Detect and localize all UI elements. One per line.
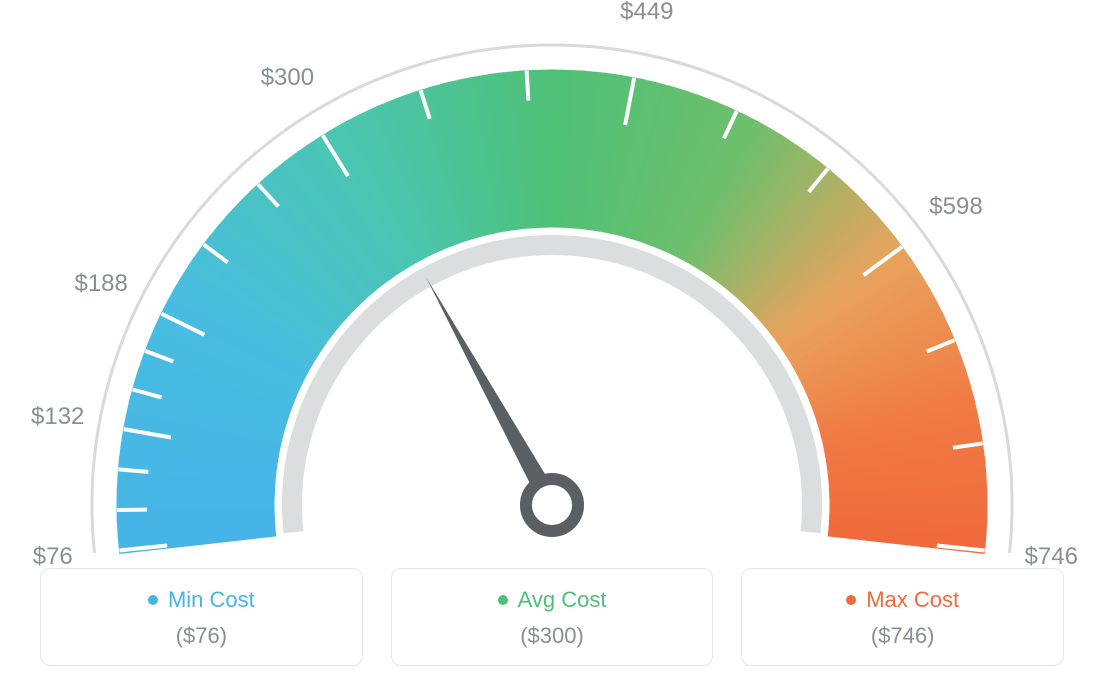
legend-title: Max Cost: [846, 587, 959, 613]
min-cost-card: Min Cost ($76): [40, 568, 363, 666]
gauge-tick-label: $598: [929, 193, 982, 221]
gauge-tick-label: $449: [620, 0, 673, 26]
gauge-area: $76$132$188$300$449$598$746: [0, 0, 1104, 560]
legend-dot-icon: [846, 595, 856, 605]
legend-label: Avg Cost: [518, 587, 607, 613]
gauge-svg: [0, 0, 1104, 560]
legend-label: Min Cost: [168, 587, 255, 613]
legend-dot-icon: [148, 595, 158, 605]
max-cost-card: Max Cost ($746): [741, 568, 1064, 666]
gauge-tick-label: $300: [261, 64, 314, 92]
legend-value: ($300): [402, 623, 703, 649]
gauge-needle: [426, 277, 561, 509]
legend-value: ($746): [752, 623, 1053, 649]
avg-cost-card: Avg Cost ($300): [391, 568, 714, 666]
legend-row: Min Cost ($76) Avg Cost ($300) Max Cost ($746…: [40, 568, 1064, 666]
gauge-tick-label: $188: [74, 270, 127, 298]
cost-gauge-chart: $76$132$188$300$449$598$746 Min Cost($76…: [0, 0, 1104, 690]
gauge-needle-hub: [526, 479, 578, 531]
legend-title: Avg Cost: [498, 587, 607, 613]
legend-value: ($76): [51, 623, 352, 649]
legend-title: Min Cost: [148, 587, 255, 613]
gauge-tick-label: $132: [31, 403, 84, 431]
legend-dot-icon: [498, 595, 508, 605]
legend-label: Max Cost: [866, 587, 959, 613]
